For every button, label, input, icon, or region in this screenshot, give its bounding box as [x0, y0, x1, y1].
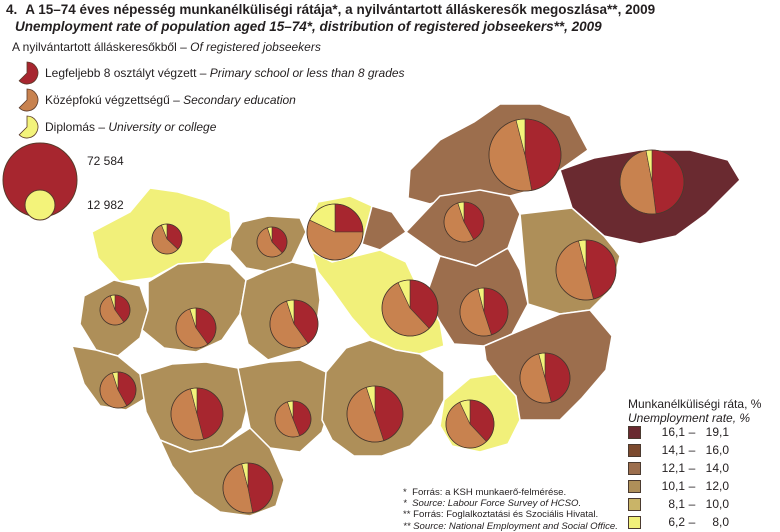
legend-item-university: Diplomás – University or college	[15, 114, 216, 140]
county-region	[141, 261, 247, 353]
size-legend-max-label: 72 584	[87, 154, 124, 168]
pie-outline	[443, 201, 485, 243]
source-line: * Forrás: a KSH munkaerő-felmérése.	[403, 487, 567, 498]
county-region	[361, 205, 407, 251]
rate-swatch	[628, 515, 641, 529]
pie-outline	[256, 226, 288, 258]
pie-outline	[555, 239, 617, 301]
rate-hi: 8,0	[712, 515, 729, 529]
size-legend	[2, 142, 78, 221]
pie-outline	[151, 223, 183, 255]
pie-outline	[170, 387, 224, 441]
rate-hi: 10,0	[705, 497, 729, 511]
pie-legend-heading: A nyilvántartott álláskeresőkből – Of re…	[12, 40, 321, 54]
pie-outline	[445, 399, 495, 449]
pie-outline	[459, 287, 509, 337]
legend-item-primary: Legfeljebb 8 osztályt végzett – Primary …	[15, 60, 405, 86]
rate-lo: 12,1	[661, 461, 685, 475]
rate-legend-row: 16,1–19,1	[628, 423, 729, 441]
size-legend-min-label: 12 982	[87, 198, 124, 212]
pie-outline	[99, 294, 131, 326]
rate-hi: 12,0	[705, 479, 729, 493]
rate-legend-row: 12,1–14,0	[628, 459, 729, 477]
title-hu: 4. A 15–74 éves népesség munkanélküliségi…	[6, 2, 656, 17]
pie-slice-icon	[18, 115, 39, 139]
legend-swatch-primary	[18, 61, 39, 85]
rate-swatch	[628, 461, 641, 475]
rate-lo: 10,1	[661, 479, 685, 493]
title-en: Unemployment rate of population aged 15–…	[15, 19, 602, 34]
pie-outline	[99, 371, 137, 409]
rate-hi: 19,1	[705, 425, 729, 439]
rate-swatch	[628, 425, 641, 439]
rate-legend-row: 14,1–16,0	[628, 441, 729, 459]
rate-swatch	[628, 479, 641, 493]
rate-lo: 8,1	[668, 497, 685, 511]
pie-outline	[519, 352, 571, 404]
legend-swatch-university	[18, 115, 39, 139]
pie-slice-icon	[18, 88, 39, 112]
rate-legend-row: 8,1–10,0	[628, 495, 729, 513]
pie-outline	[269, 299, 319, 349]
sources: * Forrás: a KSH munkaerő-felmérése. * So…	[403, 487, 618, 532]
source-line: * Source: Labour Force Survey of HCSO.	[403, 498, 582, 510]
pie-outline	[619, 149, 685, 215]
rate-legend-row: 6,2–8,0	[628, 513, 729, 531]
rate-hi: 14,0	[705, 461, 729, 475]
rate-lo: 16,1	[661, 425, 685, 439]
pie-outline	[306, 203, 364, 261]
pie-outline	[346, 385, 404, 443]
size-legend-small-circle	[24, 189, 56, 221]
rate-legend-title: Munkanélküliségi ráta, % Unemployment ra…	[628, 397, 762, 425]
pie-outline	[175, 307, 217, 349]
legend-swatch-secondary	[18, 88, 39, 112]
pie-outline	[488, 118, 562, 192]
pie-outline	[274, 400, 312, 438]
legend-item-secondary: Középfokú végzettségű – Secondary educat…	[15, 87, 296, 113]
rate-lo: 14,1	[661, 443, 685, 457]
rate-legend-row: 10,1–12,0	[628, 477, 729, 495]
rate-lo: 6,2	[668, 515, 685, 529]
pie-outline	[381, 279, 439, 337]
pie-outline	[222, 462, 274, 514]
rate-swatch	[628, 497, 641, 511]
rate-hi: 16,0	[705, 443, 729, 457]
pie-slice-icon	[18, 61, 39, 85]
source-line: ** Source: National Employment and Socia…	[403, 520, 618, 532]
source-line: ** Forrás: Foglalkoztatási és Szociális …	[403, 509, 599, 521]
rate-swatch	[628, 443, 641, 457]
